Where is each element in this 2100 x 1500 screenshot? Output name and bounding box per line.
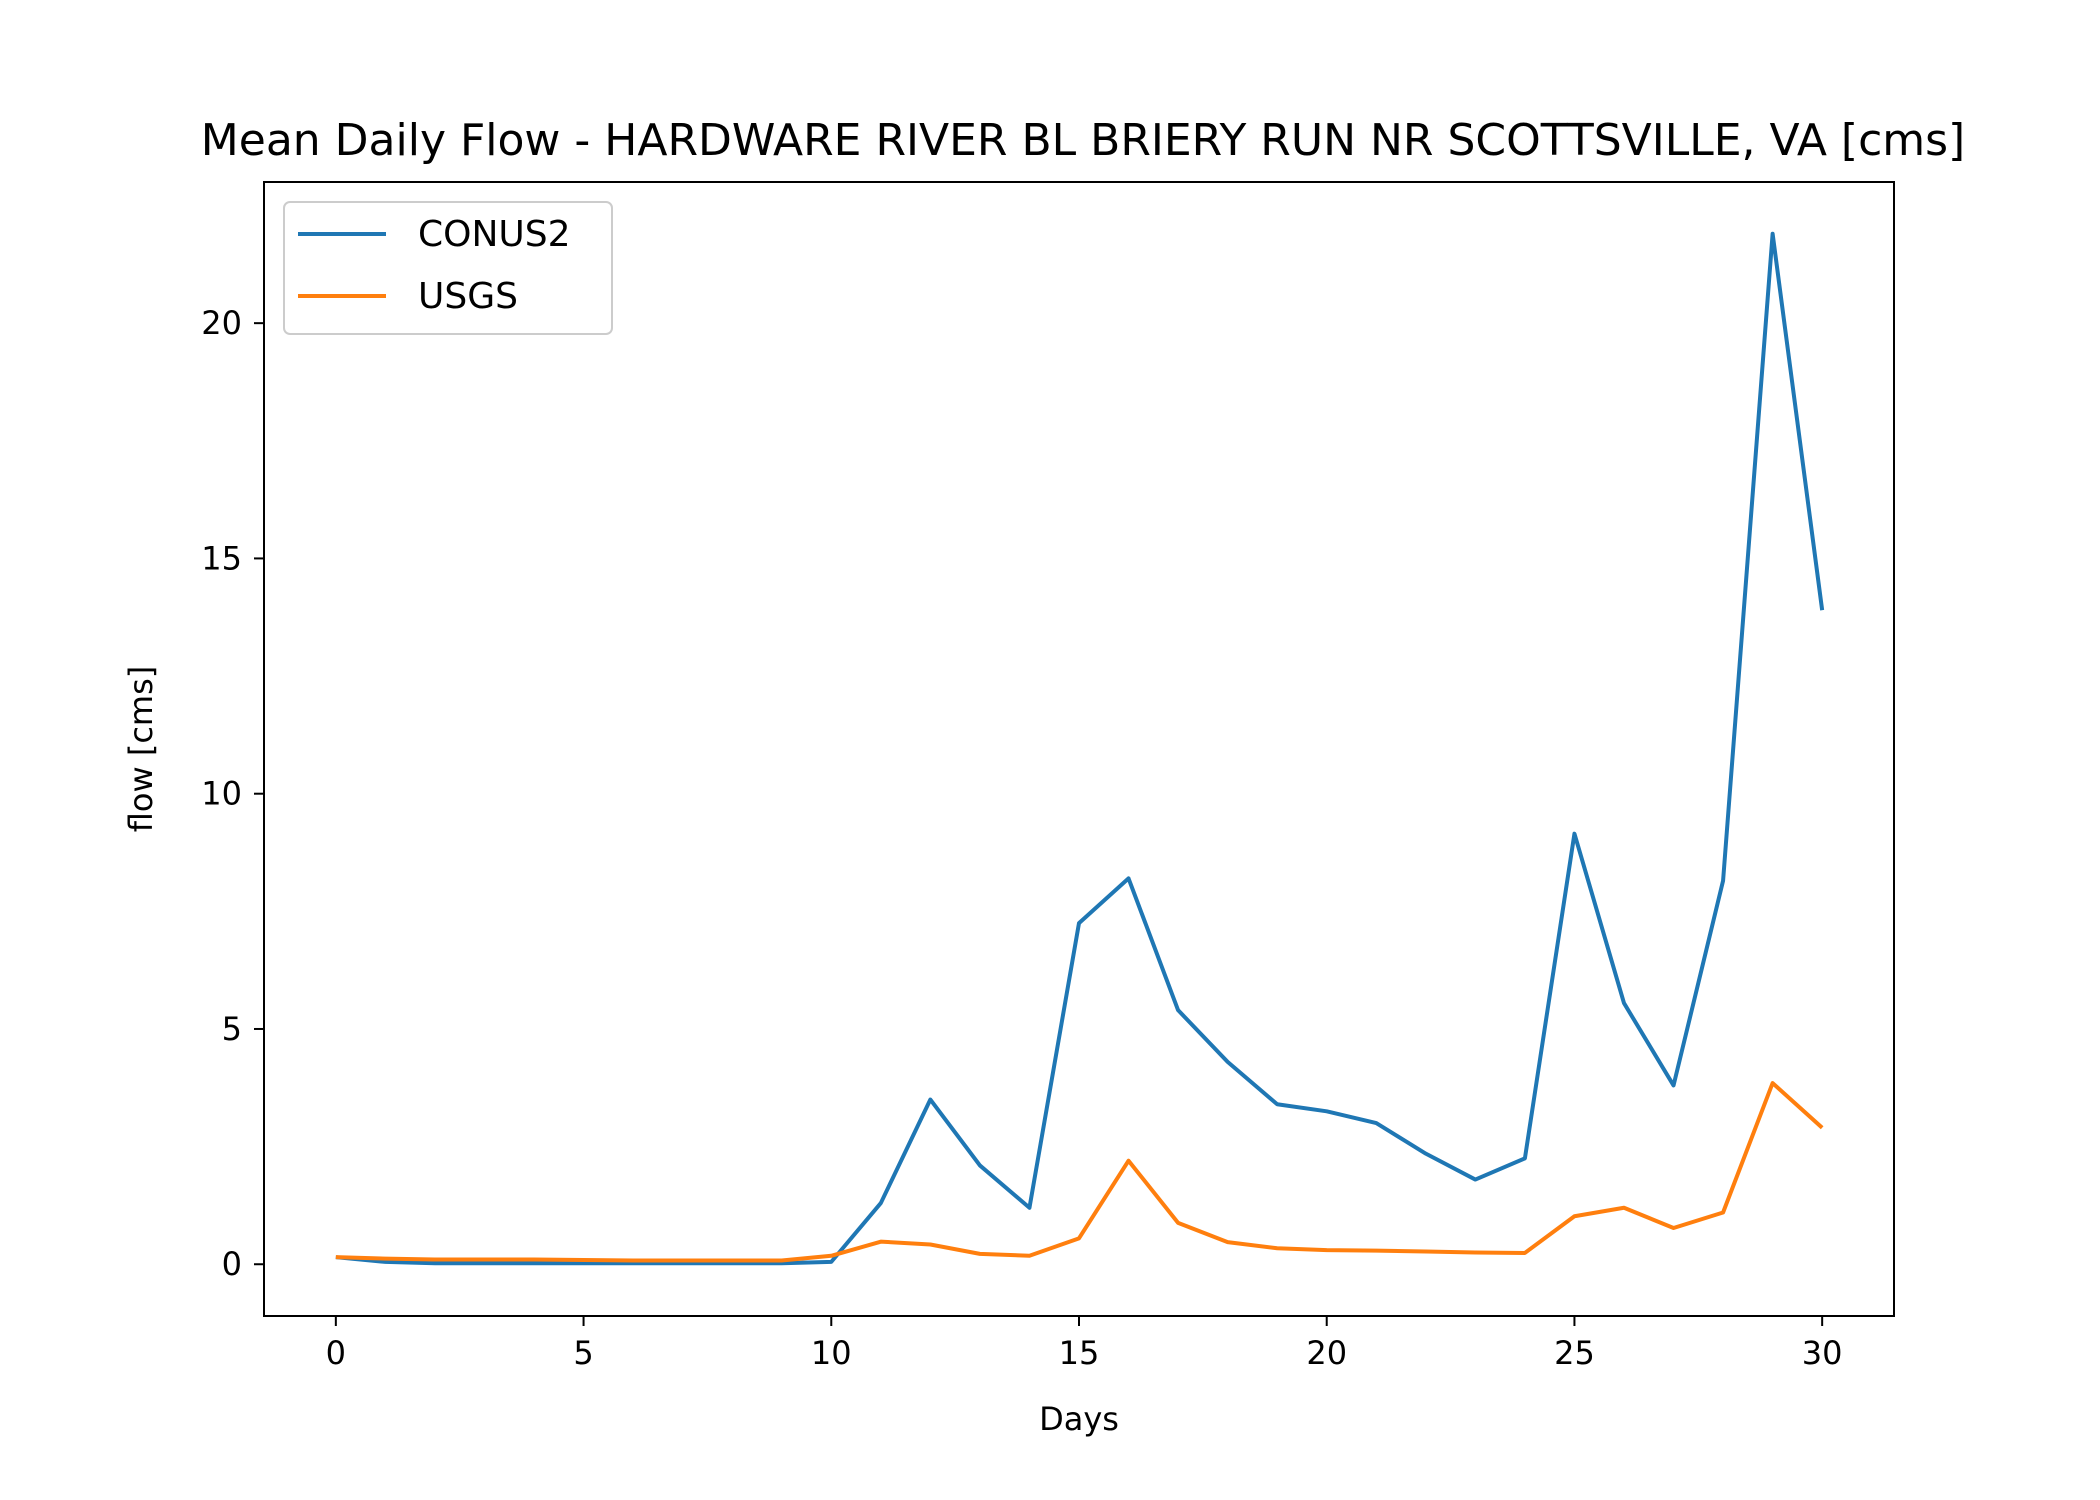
y-tick-label: 0 — [222, 1245, 242, 1283]
x-tick-label: 10 — [811, 1334, 852, 1372]
y-axis: 0 5 10 15 20 — [201, 304, 264, 1283]
legend: CONUS2 USGS — [283, 201, 613, 335]
series-line-usgs — [335, 1081, 1824, 1263]
x-tick-label: 5 — [573, 1334, 593, 1372]
y-tick-label: 15 — [201, 539, 242, 577]
x-tick-label: 25 — [1554, 1334, 1595, 1372]
x-tick-label: 15 — [1059, 1334, 1100, 1372]
y-tick-label: 10 — [201, 775, 242, 813]
x-axis-title: Days — [1039, 1400, 1119, 1438]
series-line-conus2 — [335, 231, 1825, 1266]
y-axis-title: flow [cms] — [122, 666, 160, 832]
x-tick-label: 0 — [326, 1334, 346, 1372]
x-tick-label: 20 — [1306, 1334, 1347, 1372]
x-tick-label: 30 — [1802, 1334, 1843, 1372]
legend-label-usgs: USGS — [418, 276, 518, 317]
y-tick-label: 5 — [222, 1010, 242, 1048]
legend-label-conus2: CONUS2 — [418, 214, 571, 255]
x-axis: 0 5 10 15 20 25 30 — [326, 1316, 1843, 1372]
series-layer — [335, 231, 1825, 1266]
y-tick-label: 20 — [201, 304, 242, 342]
chart-title: Mean Daily Flow - HARDWARE RIVER BL BRIE… — [201, 115, 1965, 166]
